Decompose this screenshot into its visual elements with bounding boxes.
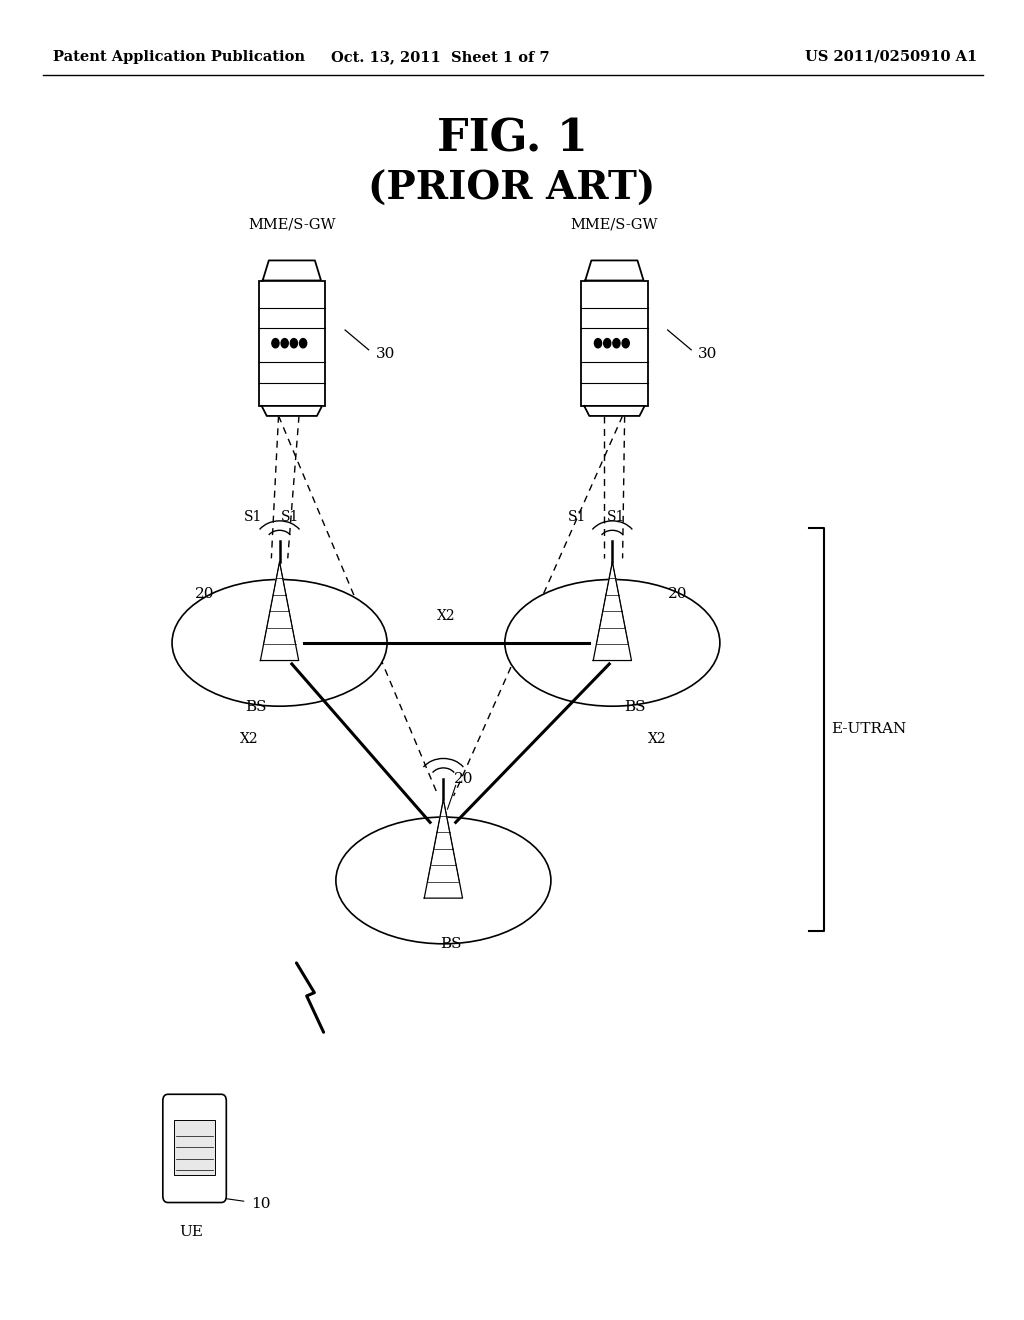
Text: (PRIOR ART): (PRIOR ART) <box>369 170 655 207</box>
FancyBboxPatch shape <box>163 1094 226 1203</box>
Text: X2: X2 <box>240 733 258 746</box>
Text: Patent Application Publication: Patent Application Publication <box>53 50 305 63</box>
Text: Oct. 13, 2011  Sheet 1 of 7: Oct. 13, 2011 Sheet 1 of 7 <box>331 50 550 63</box>
Polygon shape <box>586 260 643 281</box>
FancyBboxPatch shape <box>174 1119 215 1175</box>
Polygon shape <box>584 407 645 416</box>
Polygon shape <box>261 407 322 416</box>
Ellipse shape <box>505 579 720 706</box>
Polygon shape <box>262 260 322 281</box>
Text: UE: UE <box>179 1225 204 1239</box>
FancyBboxPatch shape <box>258 281 325 407</box>
Text: E-UTRAN: E-UTRAN <box>831 722 906 737</box>
Circle shape <box>299 339 307 348</box>
Text: FIG. 1: FIG. 1 <box>436 117 588 160</box>
Ellipse shape <box>172 579 387 706</box>
Circle shape <box>594 339 601 348</box>
Text: 30: 30 <box>698 347 718 360</box>
Text: US 2011/0250910 A1: US 2011/0250910 A1 <box>805 50 977 63</box>
Text: 20: 20 <box>454 772 473 785</box>
Circle shape <box>623 339 629 348</box>
Circle shape <box>281 339 289 348</box>
FancyBboxPatch shape <box>582 281 648 407</box>
Text: BS: BS <box>246 700 266 714</box>
Polygon shape <box>593 562 632 660</box>
Text: MME/S-GW: MME/S-GW <box>248 216 336 231</box>
Text: S1: S1 <box>244 510 262 524</box>
Text: 30: 30 <box>376 347 395 360</box>
Text: BS: BS <box>440 937 461 952</box>
Polygon shape <box>424 800 463 898</box>
Circle shape <box>271 339 279 348</box>
Text: 10: 10 <box>251 1197 270 1210</box>
Text: 20: 20 <box>668 587 687 601</box>
Text: MME/S-GW: MME/S-GW <box>570 216 658 231</box>
Circle shape <box>291 339 297 348</box>
Text: 20: 20 <box>195 587 214 601</box>
Circle shape <box>604 339 610 348</box>
Ellipse shape <box>336 817 551 944</box>
Text: BS: BS <box>625 700 645 714</box>
Polygon shape <box>260 562 299 660</box>
Text: X2: X2 <box>436 609 456 623</box>
Text: S1: S1 <box>607 510 626 524</box>
Text: X2: X2 <box>648 733 667 746</box>
Circle shape <box>612 339 620 348</box>
Text: S1: S1 <box>281 510 299 524</box>
Text: S1: S1 <box>568 510 587 524</box>
